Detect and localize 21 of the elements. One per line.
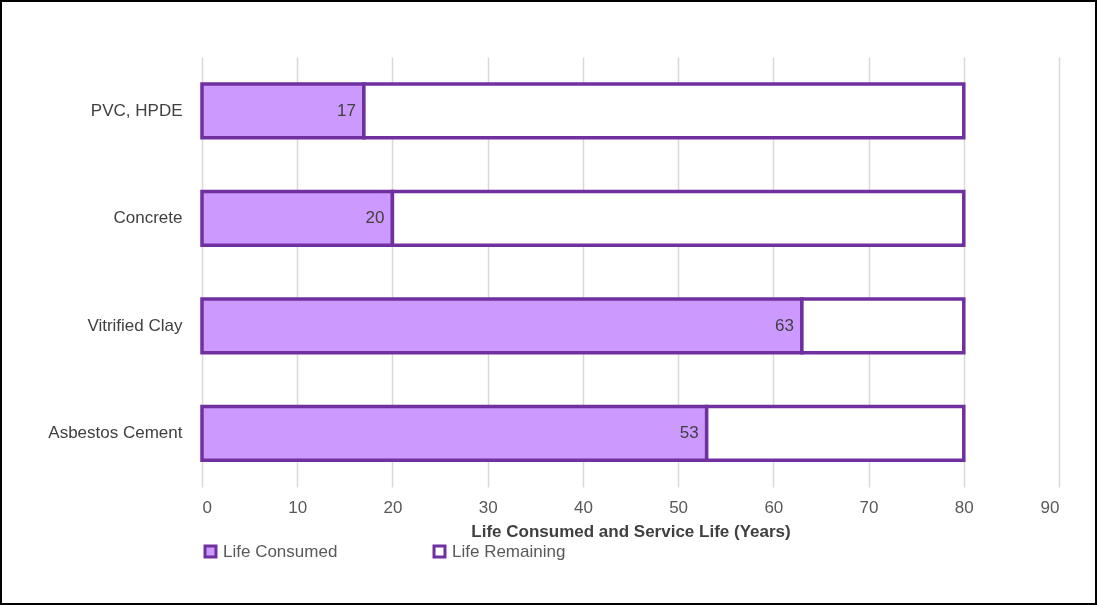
- x-tick-label: 90: [1040, 497, 1060, 517]
- x-tick-label: 0: [202, 497, 212, 517]
- x-tick-label: 50: [669, 497, 689, 517]
- y-tick-label: Asbestos Cement: [48, 423, 183, 443]
- x-tick-label: 70: [859, 497, 879, 517]
- x-tick-label: 30: [478, 497, 498, 517]
- x-tick-label: 40: [573, 497, 593, 517]
- legend-label: Life Consumed: [223, 541, 338, 561]
- y-tick-label: Concrete: [113, 208, 183, 228]
- data-label: 17: [336, 100, 356, 120]
- x-tick-label: 20: [383, 497, 403, 517]
- x-tick-label: 10: [288, 497, 308, 517]
- y-tick-label: Vitrified Clay: [87, 315, 183, 335]
- y-tick-label: PVC, HPDE: [90, 100, 183, 120]
- x-tick-label: 80: [954, 497, 974, 517]
- data-label: 20: [365, 208, 385, 228]
- data-label: 53: [679, 423, 699, 443]
- x-tick-label: 60: [764, 497, 784, 517]
- data-label: 63: [774, 315, 794, 335]
- x-axis-title: Life Consumed and Service Life (Years): [471, 521, 791, 541]
- legend-label: Life Remaining: [452, 541, 566, 561]
